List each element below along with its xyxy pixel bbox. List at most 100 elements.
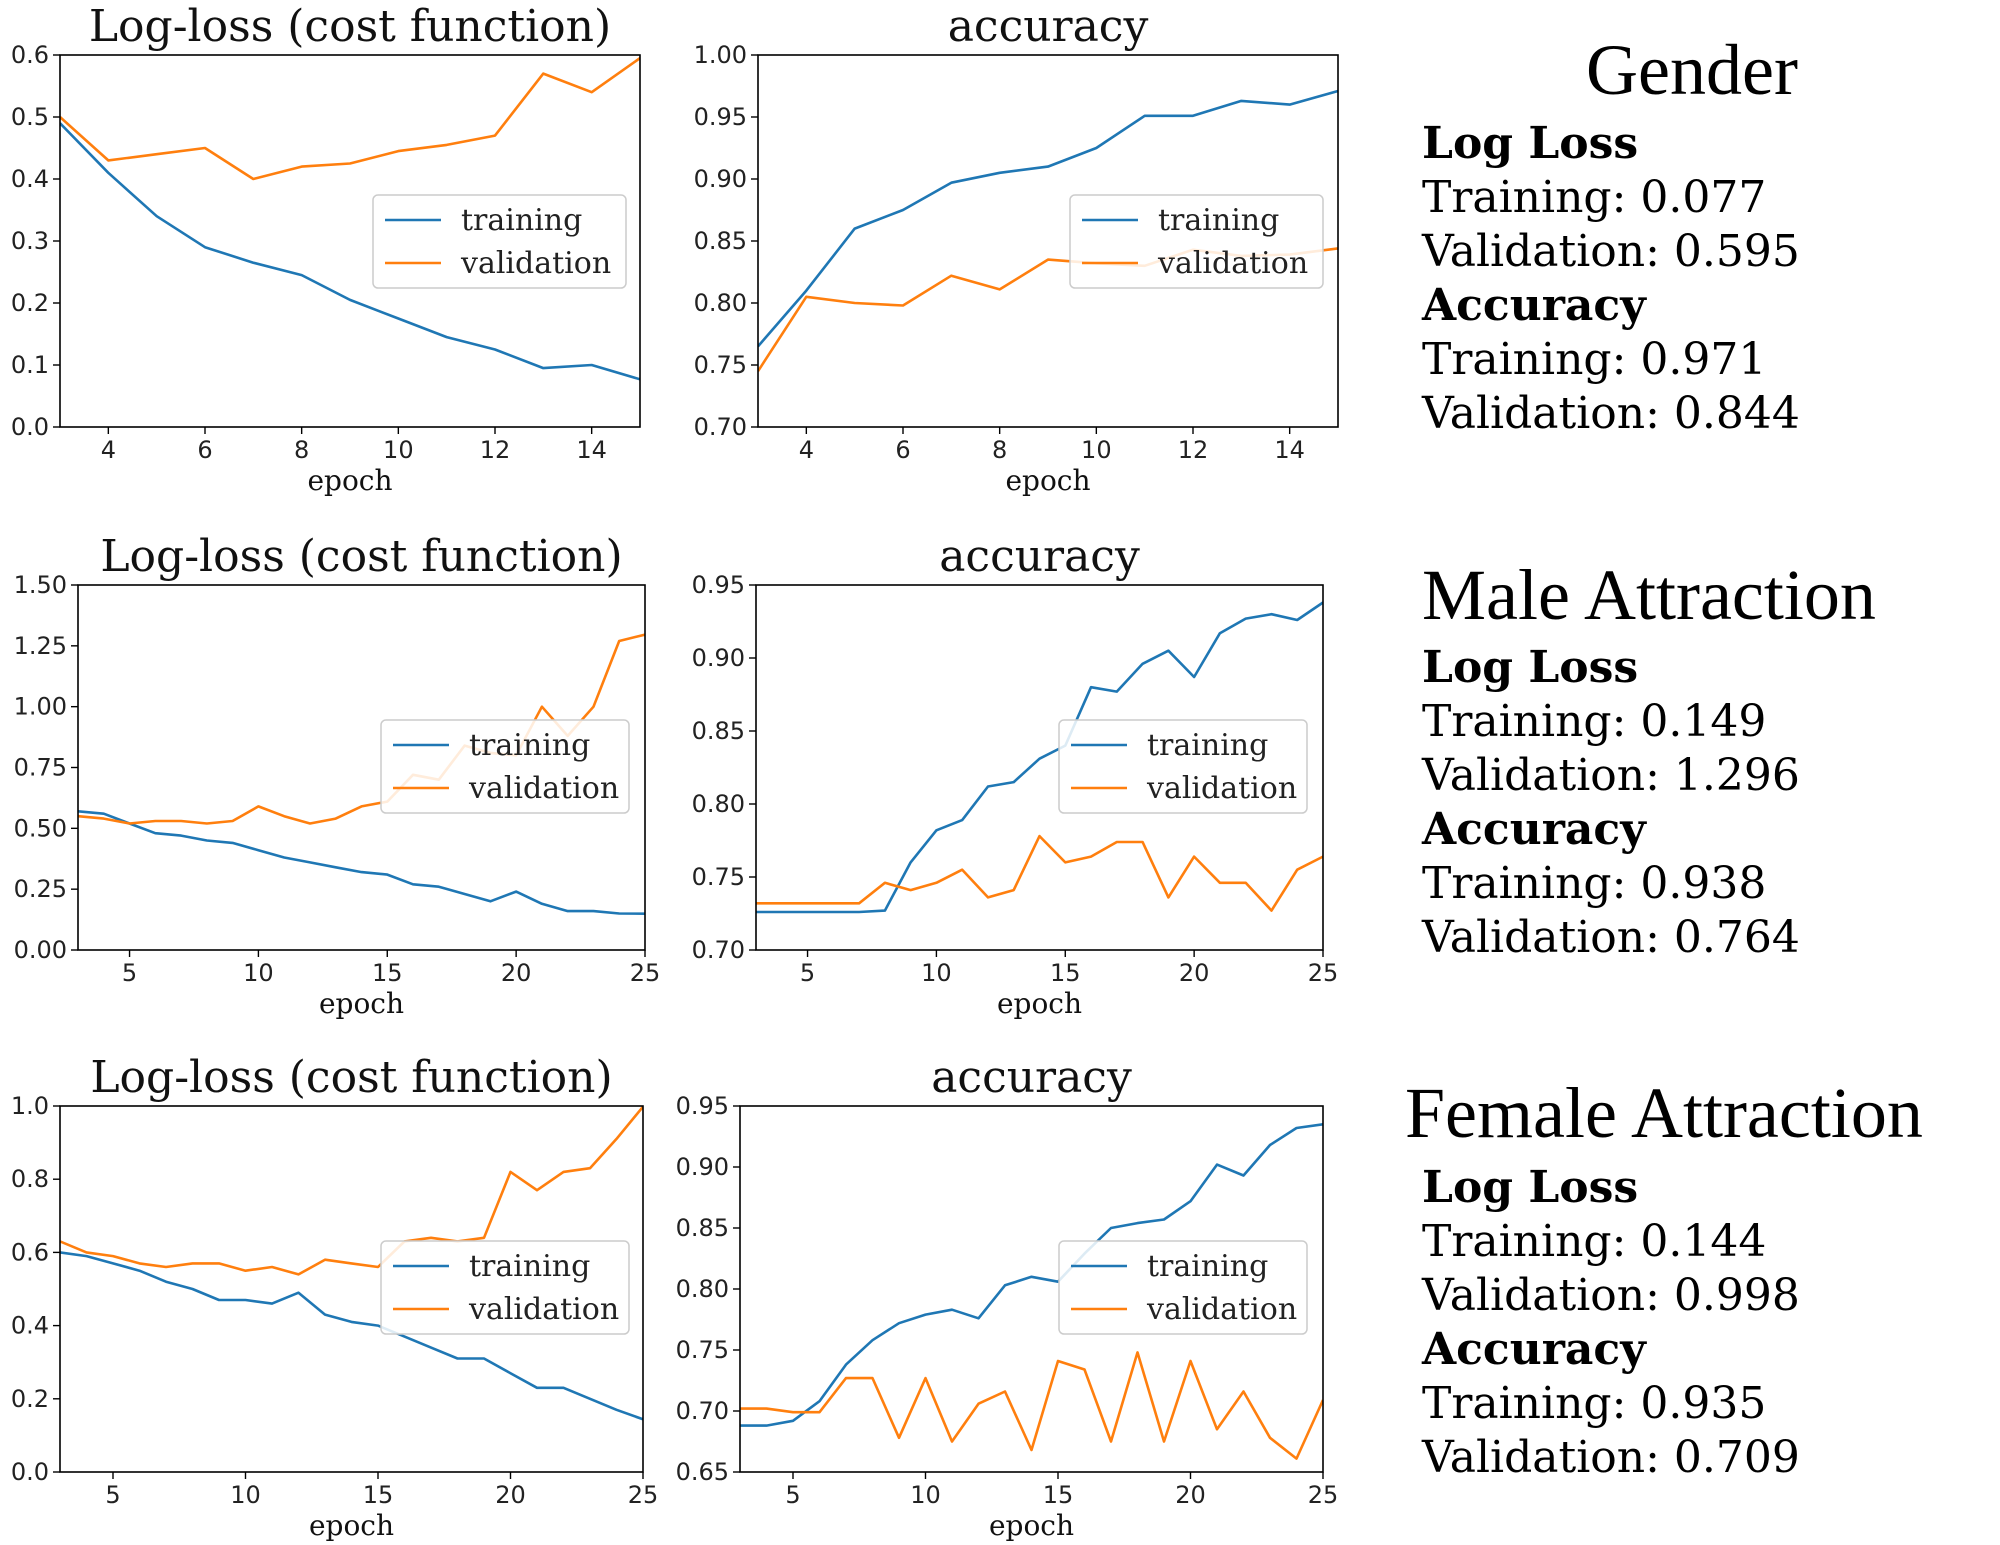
x-tick-label: 15	[1043, 1481, 1074, 1509]
chart-panel: Log-loss (cost function) 5 10 15 20 25 0.0 0.2 0…	[11, 1052, 658, 1542]
series-line-validation	[60, 57, 640, 181]
legend: training validation	[380, 719, 630, 814]
y-tick-label: 0.6	[11, 41, 49, 69]
summary-male-attraction: Male Attraction Log Loss Training: 0.149…	[1421, 555, 1876, 963]
summary-acc-validation: Validation: 0.709	[1421, 1432, 1800, 1483]
series-line-validation	[78, 633, 645, 825]
legend-label-training: training	[1158, 203, 1279, 238]
legend: training validation	[380, 1240, 630, 1335]
chart-title: accuracy	[939, 531, 1140, 582]
x-tick-label: 5	[785, 1481, 800, 1509]
y-tick-label: 0.65	[676, 1458, 729, 1486]
x-tick-label: 10	[1081, 436, 1112, 464]
y-tick-label: 0.2	[11, 1385, 49, 1413]
x-tick-label: 20	[1179, 959, 1210, 987]
summary-acc-validation: Validation: 0.764	[1421, 912, 1800, 963]
legend-label-training: training	[1147, 728, 1268, 763]
x-tick-label: 10	[243, 959, 274, 987]
legend: training validation	[1058, 1240, 1308, 1335]
y-tick-label: 0.25	[14, 875, 67, 903]
summary-title: Gender	[1586, 30, 1798, 110]
x-tick-label: 10	[230, 1481, 261, 1509]
legend: training validation	[372, 194, 627, 289]
y-tick-label: 0.5	[11, 103, 49, 131]
x-tick-label: 25	[628, 1481, 659, 1509]
x-axis-label: epoch	[307, 464, 392, 497]
chart-panel: accuracy 5 10 15 20 25 0.65 0.70 0.75 0.80 0.85 0.9…	[676, 1052, 1339, 1542]
series-line-training	[60, 122, 640, 381]
summary-loss-validation: Validation: 0.998	[1421, 1270, 1800, 1321]
legend-label-training: training	[469, 728, 590, 763]
chart-panel: Log-loss (cost function) 4 6 8 10 12 14 0.0 0.1 0…	[11, 1, 641, 497]
y-tick-label: 0.95	[694, 103, 747, 131]
charts-layer: Log-loss (cost function) 4 6 8 10 12 14 0.0 0.1 0…	[11, 1, 1339, 1542]
summary-acc-training: Training: 0.938	[1422, 858, 1766, 909]
x-axis-label: epoch	[997, 987, 1082, 1020]
y-tick-label: 0.75	[14, 754, 67, 782]
y-tick-label: 0.95	[676, 1092, 729, 1120]
x-tick-label: 15	[372, 959, 403, 987]
legend-frame	[380, 1240, 630, 1335]
x-tick-label: 10	[910, 1481, 941, 1509]
series-line-validation	[60, 1106, 643, 1276]
y-tick-label: 0.1	[11, 351, 49, 379]
x-tick-label: 6	[197, 436, 212, 464]
x-tick-label: 20	[501, 959, 532, 987]
summary-loss-training: Training: 0.144	[1422, 1216, 1766, 1267]
chart-panel: Log-loss (cost function) 5 10 15 20 25 0.00 0.2…	[14, 531, 661, 1020]
y-tick-label: 0.4	[11, 165, 49, 193]
x-tick-label: 6	[895, 436, 910, 464]
y-tick-label: 0.75	[692, 863, 745, 891]
summary-female-attraction: Female Attraction Log Loss Training: 0.1…	[1405, 1073, 1923, 1483]
legend-label-validation: validation	[1157, 246, 1308, 281]
plot-frame	[755, 584, 1324, 951]
summary-acc-training: Training: 0.935	[1422, 1378, 1766, 1429]
x-tick-label: 20	[1175, 1481, 1206, 1509]
x-tick-label: 15	[1050, 959, 1081, 987]
series-line-training	[756, 601, 1323, 914]
x-tick-label: 5	[800, 959, 815, 987]
x-tick-label: 8	[294, 436, 309, 464]
summary-loss-validation: Validation: 0.595	[1421, 226, 1800, 277]
summary-title: Female Attraction	[1405, 1073, 1923, 1153]
x-tick-label: 12	[1178, 436, 1209, 464]
y-tick-label: 1.25	[14, 632, 67, 660]
x-axis-label: epoch	[989, 1509, 1074, 1542]
x-tick-label: 4	[799, 436, 814, 464]
chart-title: Log-loss (cost function)	[90, 1052, 612, 1103]
y-tick-label: 0.85	[676, 1214, 729, 1242]
x-tick-label: 14	[1274, 436, 1305, 464]
legend-frame	[1058, 719, 1308, 814]
legend: training validation	[1069, 194, 1324, 289]
legend-label-validation: validation	[1146, 771, 1297, 806]
y-tick-label: 0.3	[11, 227, 49, 255]
x-tick-label: 20	[495, 1481, 526, 1509]
y-tick-label: 0.85	[692, 717, 745, 745]
x-tick-label: 5	[105, 1481, 120, 1509]
y-tick-label: 0.85	[694, 227, 747, 255]
summary-loss-training: Training: 0.149	[1422, 696, 1766, 747]
x-tick-label: 25	[1308, 1481, 1339, 1509]
legend-frame	[372, 194, 627, 289]
chart-title: Log-loss (cost function)	[89, 1, 611, 52]
summary-heading-accuracy: Accuracy	[1421, 280, 1647, 331]
y-tick-label: 0.70	[676, 1397, 729, 1425]
x-tick-label: 15	[363, 1481, 394, 1509]
y-tick-label: 1.00	[14, 693, 67, 721]
y-tick-label: 1.50	[14, 571, 67, 599]
legend-frame	[380, 719, 630, 814]
y-tick-label: 1.00	[694, 41, 747, 69]
x-axis-label: epoch	[309, 1509, 394, 1542]
y-tick-label: 0.0	[11, 413, 49, 441]
legend-label-training: training	[1147, 1249, 1268, 1284]
summary-acc-validation: Validation: 0.844	[1421, 388, 1800, 439]
y-tick-label: 0.95	[692, 571, 745, 599]
y-tick-label: 0.80	[692, 790, 745, 818]
x-tick-label: 14	[576, 436, 607, 464]
y-tick-label: 0.0	[11, 1458, 49, 1486]
y-tick-label: 0.70	[694, 413, 747, 441]
legend-frame	[1058, 1240, 1308, 1335]
y-tick-label: 0.4	[11, 1312, 49, 1340]
y-tick-label: 0.70	[692, 936, 745, 964]
summary-acc-training: Training: 0.971	[1422, 334, 1766, 385]
